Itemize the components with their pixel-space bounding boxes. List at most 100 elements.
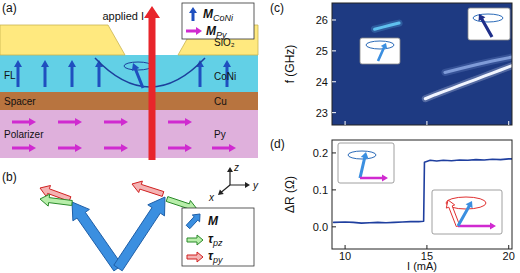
inset-arrow: [479, 14, 494, 38]
layer-label: Spacer: [4, 96, 36, 107]
magnetization-py: [212, 144, 236, 152]
magnetization-py: [12, 144, 36, 152]
legend-box: [182, 208, 254, 266]
symbol: M: [208, 214, 219, 228]
inset: [432, 190, 502, 234]
panel-b: Mτpzτpy: [40, 181, 254, 271]
x-tick-label: 20: [503, 250, 515, 262]
legend-arrow: [186, 27, 202, 35]
y-tick-label: 25: [316, 45, 328, 57]
moment-arrow: [72, 202, 122, 271]
x-tick: [345, 121, 346, 125]
y-tick-label: 26: [316, 14, 328, 26]
precession-orbit: [124, 62, 152, 70]
magnetization-py: [168, 118, 192, 126]
figure: (a)(b)(c)(d)applied IMCoNiMPyFLSpacerPol…: [0, 0, 520, 273]
y-tick: [332, 189, 336, 190]
layer-py: [0, 110, 258, 158]
torque-py: [132, 181, 164, 196]
x-tick: [508, 245, 509, 249]
plot-frame: [332, 140, 512, 249]
panel-label: (b): [2, 170, 17, 184]
magnetization-coni: [41, 60, 49, 87]
y-tick-label: 0.1: [313, 184, 328, 196]
y-tick: [332, 19, 336, 20]
legend-arrow: [187, 235, 203, 245]
layer-coni: [0, 55, 258, 92]
magnetization-py: [58, 118, 82, 126]
precessing-moment: [132, 63, 145, 89]
chart: 23 24 25 26 f (GHz): [283, 3, 512, 125]
inset-orbit: [473, 14, 503, 22]
axis-z: [227, 167, 233, 185]
y-tick: [332, 81, 336, 82]
y-tick: [332, 50, 336, 51]
inset-arrow: [359, 152, 369, 178]
magnetization-py: [58, 144, 82, 152]
y-tick-label: 0.0: [313, 221, 328, 233]
axis-y: [230, 182, 250, 188]
y-axis-title: f (GHz): [283, 45, 297, 84]
y-tick-label: 23: [316, 107, 328, 119]
legend-label: M: [208, 214, 219, 228]
layer-label: Polarizer: [4, 129, 44, 140]
current-arrow: [144, 6, 160, 160]
series-glow: [375, 23, 400, 29]
magnetization-py: [168, 144, 192, 152]
panel-label: (d): [270, 137, 285, 151]
series-line: [425, 66, 512, 99]
layer-label: Cu: [214, 96, 227, 107]
y-axis-title: ΔR (Ω): [283, 176, 297, 213]
axis-name: y: [252, 180, 259, 191]
x-axis-title: I (mA): [407, 260, 437, 272]
inset-arrow: [377, 43, 387, 62]
inset-orbit: [348, 151, 376, 159]
magnetization-py: [104, 144, 128, 152]
y-tick: [332, 226, 336, 227]
x-tick: [345, 245, 346, 249]
current-label: applied I: [102, 10, 144, 22]
subscript: CoNi: [213, 13, 234, 23]
inset-arrow: [458, 223, 496, 230]
y-tick-label: 24: [316, 76, 328, 88]
y-tick: [332, 152, 336, 153]
magnetization-coni: [68, 60, 76, 87]
subscript: py: [212, 255, 223, 265]
legend-arrow: [187, 252, 203, 262]
series-line: [375, 23, 400, 29]
legend-box: [182, 3, 254, 39]
layer-sio2: [0, 25, 125, 55]
torque-pz: [40, 194, 72, 206]
x-tick-label: 10: [339, 250, 351, 262]
layer-label: FL: [4, 70, 16, 81]
x-tick: [426, 245, 427, 249]
layer-label: Py: [214, 129, 226, 140]
chart: 1015200.00.10.2I (mA)ΔR (Ω): [283, 140, 515, 272]
y-tick: [332, 112, 336, 113]
plot-background: [332, 3, 512, 125]
axis-name: x: [208, 192, 215, 203]
magnetization-py: [12, 118, 36, 126]
series-glow: [425, 66, 512, 99]
legend-label: τpz: [208, 232, 223, 248]
x-tick: [508, 121, 509, 125]
layer-label: CoNi: [214, 71, 236, 82]
moment-arrow: [114, 197, 165, 271]
panel-a: applied IMCoNiMPyFLSpacerPolarizerSiO₂Co…: [0, 3, 259, 203]
legend-arrow: [186, 214, 200, 229]
inset-arrow: [446, 200, 459, 227]
inset-orbit: [366, 41, 394, 49]
inset-arrow: [360, 175, 388, 182]
layer-label: SiO₂: [214, 37, 235, 48]
plot-frame: [332, 3, 512, 125]
layer-cu: [0, 92, 258, 110]
inset: [338, 143, 394, 183]
y-tick-label: 0.2: [313, 147, 328, 159]
legend-arrow: [189, 7, 197, 21]
magnetization-py: [104, 118, 128, 126]
inset: [360, 38, 400, 64]
axis-name: z: [233, 162, 239, 173]
series-line: [445, 57, 512, 72]
plot-background: [332, 140, 512, 249]
series-glow: [445, 57, 512, 72]
